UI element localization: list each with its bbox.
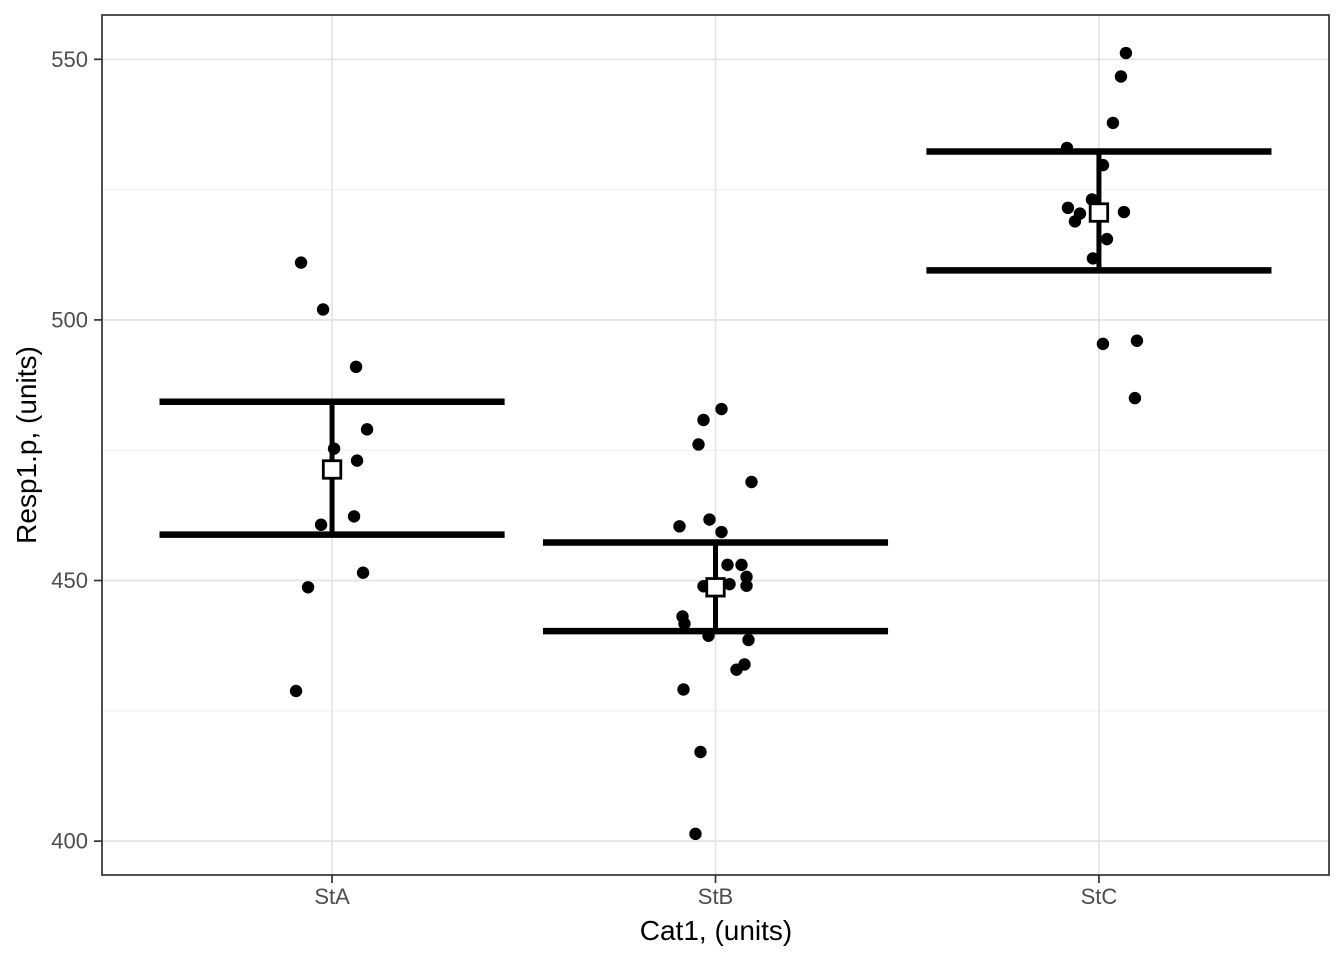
jitter-point	[1114, 70, 1128, 83]
x-tick-label: StA	[314, 884, 350, 909]
jitter-point	[740, 579, 753, 592]
jitter-point	[360, 423, 374, 436]
jitter-point	[316, 303, 330, 316]
jitter-point	[1086, 252, 1100, 265]
jitter-point	[1128, 391, 1142, 405]
mean-marker	[321, 459, 343, 480]
jitter-point	[1096, 158, 1110, 172]
jitter-point	[730, 663, 743, 676]
jitter-point	[723, 577, 736, 591]
jitter-point	[289, 684, 303, 698]
jitter-point	[1117, 205, 1131, 219]
jitter-point	[350, 454, 364, 467]
jitter-point	[692, 438, 705, 451]
jitter-point	[740, 570, 753, 584]
jitter-point	[673, 520, 686, 533]
x-tick-label: StC	[1081, 884, 1118, 909]
jitter-point	[677, 683, 690, 696]
mean-marker	[1088, 202, 1110, 223]
jitter-point	[702, 629, 715, 642]
jitter-point	[1060, 141, 1074, 155]
jitter-point	[1100, 232, 1114, 246]
jitter-point	[721, 558, 734, 572]
jitter-point	[294, 256, 308, 269]
jitter-point	[1096, 337, 1110, 351]
x-axis-title: Cat1, (units)	[639, 915, 793, 946]
jitter-point	[697, 413, 710, 427]
y-tick-label: 500	[51, 307, 88, 332]
y-axis-title: Resp1.p, (units)	[11, 346, 42, 544]
jitter-point	[1061, 201, 1075, 215]
y-tick-label: 450	[51, 568, 88, 593]
jitter-point	[356, 566, 370, 579]
jitter-point	[703, 513, 716, 526]
mean-marker	[705, 577, 726, 598]
jitter-point	[1130, 334, 1144, 347]
jitter-point	[347, 510, 361, 523]
jitter-point	[694, 745, 707, 759]
jitter-point	[715, 525, 728, 539]
x-tick-label: StB	[698, 884, 733, 909]
jitter-point	[742, 633, 755, 647]
jitter-point	[327, 442, 341, 455]
jitter-point	[678, 617, 691, 630]
jitter-point	[715, 402, 728, 416]
jitter-point	[1068, 215, 1082, 228]
y-tick-label: 400	[51, 829, 88, 854]
jitter-point	[349, 360, 363, 374]
jitter-point	[745, 475, 758, 489]
y-tick-label: 550	[51, 47, 88, 72]
jitter-point	[301, 581, 315, 594]
jitter-point	[1106, 116, 1120, 130]
jitter-point	[1119, 46, 1133, 60]
jitter-point	[314, 518, 328, 531]
jitter-point	[735, 558, 748, 572]
jitter-point	[689, 827, 702, 841]
